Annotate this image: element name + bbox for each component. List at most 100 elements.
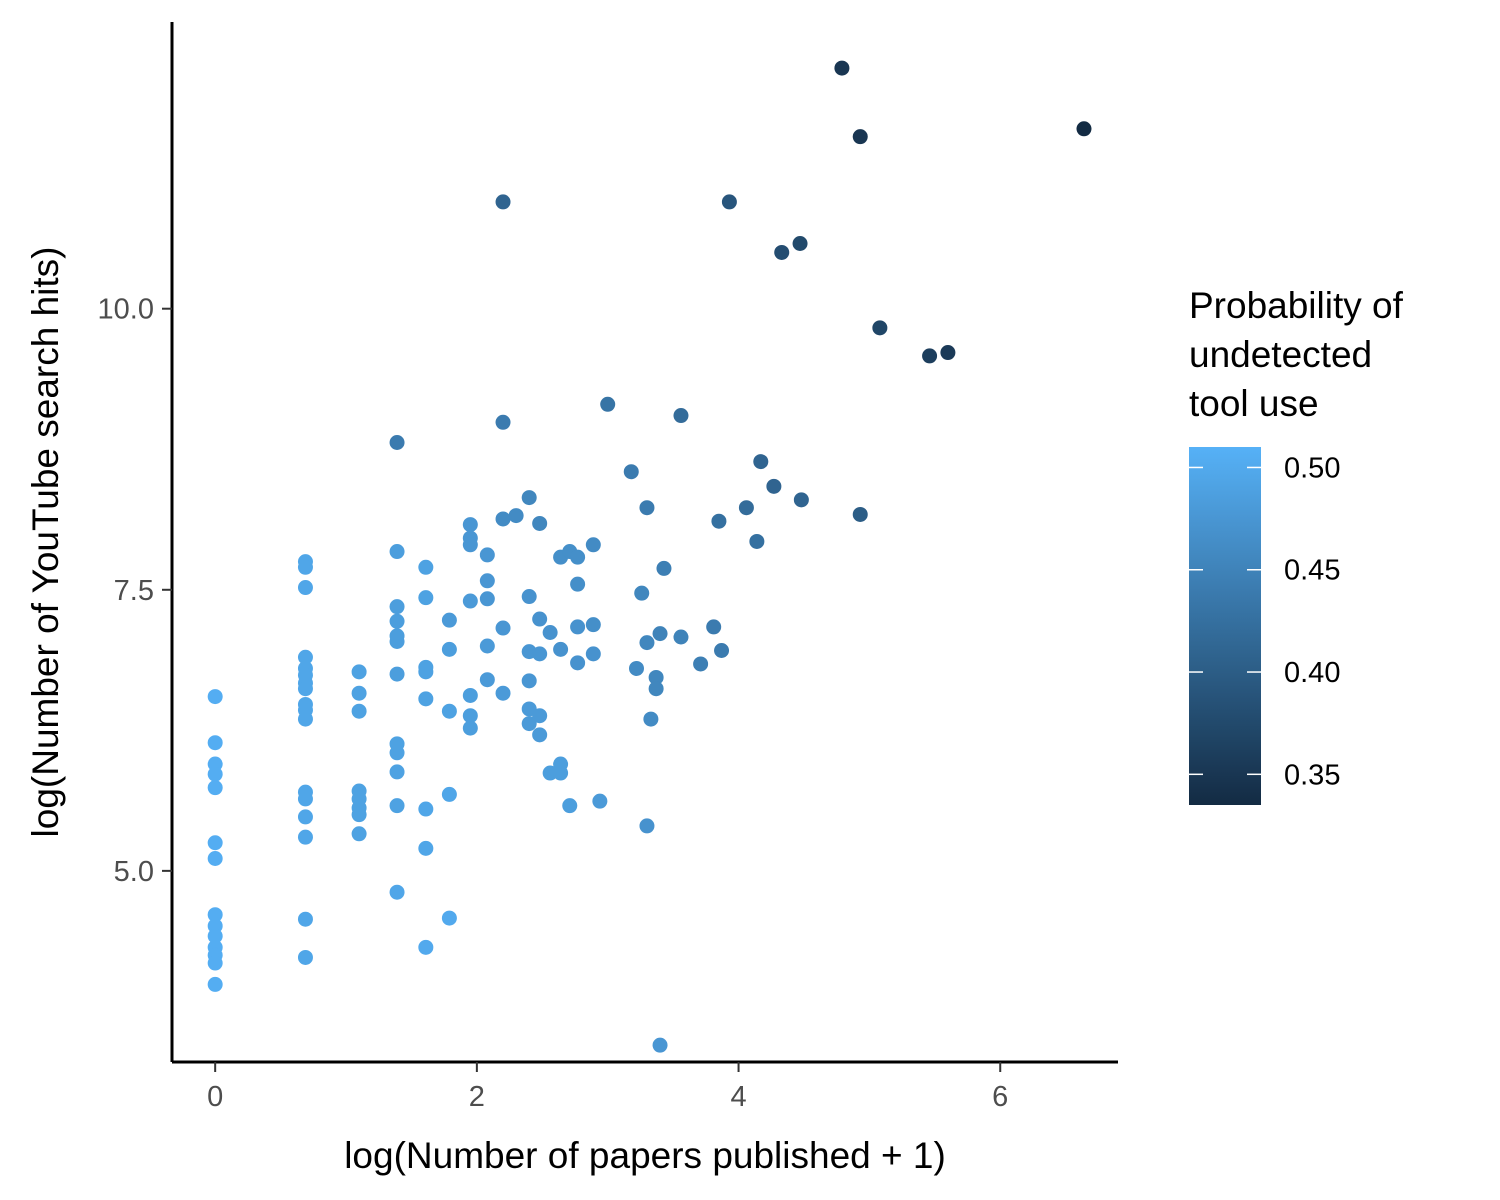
data-point [656,560,672,576]
data-point [774,244,790,260]
data-point [628,660,644,676]
data-point [940,345,956,361]
data-point [441,703,457,719]
data-point [749,533,765,549]
data-point [585,646,601,662]
data-point [207,976,223,992]
y-tick-label: 10.0 [98,294,154,326]
data-point [297,829,313,845]
data-point [521,716,537,732]
data-point [585,537,601,553]
data-point [462,720,478,736]
data-point [418,939,434,955]
data-point [441,612,457,628]
color-legend: Probability of undetected tool use 0.500… [1189,285,1404,805]
data-point [207,907,223,923]
data-point [872,320,888,336]
data-point [852,129,868,145]
data-point [639,500,655,516]
data-point [753,454,769,470]
legend-colorbar [1189,447,1261,805]
data-point [462,537,478,553]
legend-title-line-3: tool use [1189,383,1319,424]
data-point [542,625,558,641]
data-point [462,687,478,703]
data-point [418,664,434,680]
data-point [693,656,709,672]
data-point [570,655,586,671]
data-point [639,818,655,834]
data-point [418,590,434,606]
legend-break-label: 0.35 [1284,759,1340,791]
data-point [297,791,313,807]
data-point [418,691,434,707]
data-point [297,711,313,727]
data-point [207,928,223,944]
x-axis-title: log(Number of papers published + 1) [344,1135,946,1176]
data-point [389,434,405,450]
data-point [721,194,737,210]
data-point [418,559,434,575]
data-point [852,506,868,522]
data-point [462,708,478,724]
legend-break-label: 0.45 [1284,555,1340,587]
data-point [652,1037,668,1053]
legend-break-label: 0.40 [1284,657,1340,689]
data-point [495,620,511,636]
data-point [793,492,809,508]
data-point [508,508,524,524]
data-point [542,765,558,781]
data-point [553,641,569,657]
data-point [479,672,495,688]
data-point [207,780,223,796]
data-point [570,619,586,635]
data-point [652,626,668,642]
data-point [297,580,313,596]
data-point [351,826,367,842]
data-point [521,490,537,506]
legend-title-line-2: undetected [1189,334,1372,375]
data-point [1076,121,1092,137]
data-point [297,949,313,965]
data-point [738,500,754,516]
data-point [623,464,639,480]
data-point [532,515,548,531]
data-point [207,735,223,751]
data-point [479,591,495,607]
data-point [207,766,223,782]
legend-title-line-1: Probability of [1189,285,1404,326]
data-point [441,786,457,802]
x-tick-label: 0 [207,1081,223,1113]
data-point [648,669,664,685]
data-point [643,711,659,727]
data-point [792,235,808,251]
legend-breaks: 0.50 0.45 0.40 0.35 [1189,452,1340,791]
data-point [441,641,457,657]
data-point [479,573,495,589]
data-point [389,634,405,650]
data-point [521,673,537,689]
data-point [351,703,367,719]
data-point [585,617,601,633]
data-point [711,513,727,529]
data-point [351,664,367,680]
data-point [532,708,548,724]
data-point [462,593,478,609]
data-point [648,681,664,697]
data-point [495,414,511,430]
y-axis-title: log(Number of YouTube search hits) [25,247,66,838]
data-point [297,911,313,927]
x-tick-label: 2 [469,1081,485,1113]
data-point [389,599,405,615]
data-point [570,549,586,565]
data-point [714,642,730,658]
data-point [922,348,938,364]
data-point [495,511,511,527]
data-point [389,884,405,900]
data-point [532,646,548,662]
data-point [479,547,495,563]
data-point [297,809,313,825]
data-point [389,745,405,761]
axes-layer: 0 2 4 6 5.0 7.5 10.0 [98,22,1118,1113]
